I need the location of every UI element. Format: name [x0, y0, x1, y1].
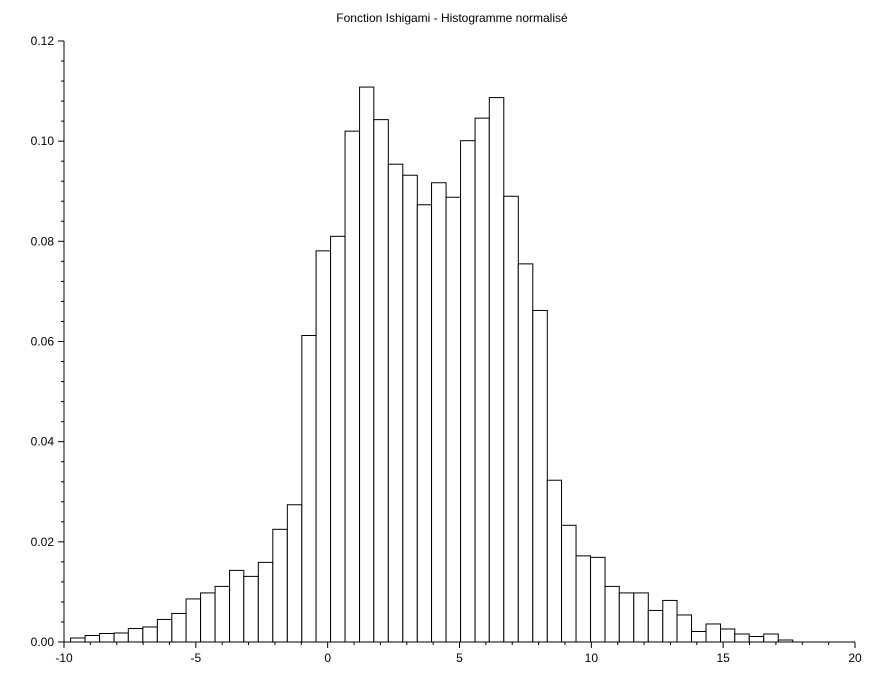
histogram-bar — [546, 479, 563, 643]
histogram-bar — [532, 309, 548, 643]
histogram-bar — [359, 86, 375, 643]
histogram-bar — [575, 555, 592, 643]
histogram-bar — [633, 592, 649, 643]
histogram-bar — [315, 250, 332, 643]
histogram-bar — [373, 119, 389, 643]
histogram-bar — [301, 334, 317, 643]
x-tick-label: -10 — [55, 651, 73, 665]
histogram-bar — [647, 609, 664, 643]
x-tick-label: 5 — [456, 651, 463, 665]
histogram-bar — [229, 569, 245, 643]
histogram-bar — [200, 592, 216, 643]
histogram-bar — [257, 561, 274, 643]
histogram-bar — [416, 204, 433, 643]
x-tick-label: 15 — [716, 651, 730, 665]
histogram-bar — [156, 618, 173, 643]
x-tick-label: 10 — [585, 651, 599, 665]
histogram-bar — [330, 235, 346, 643]
histogram-bar — [185, 598, 202, 643]
y-tick-label: 0.00 — [31, 635, 55, 649]
y-tick-label: 0.12 — [31, 34, 55, 48]
histogram-bar — [272, 528, 288, 643]
histogram-bar — [618, 592, 635, 643]
histogram-bar — [691, 630, 707, 643]
histogram-bar — [243, 575, 259, 643]
histogram-bar — [142, 626, 158, 643]
y-tick-label: 0.08 — [31, 234, 55, 248]
x-tick-label: -5 — [190, 651, 201, 665]
bars-group — [70, 86, 794, 643]
histogram-bar — [84, 634, 101, 643]
y-tick-label: 0.02 — [31, 535, 55, 549]
histogram-bar — [127, 627, 144, 643]
histogram-bar — [344, 130, 361, 643]
axes-group: -10 -5 0 5 10 15 20 0.00 0.02 0.04 0.06 0.08 0.10 0.1… — [31, 34, 862, 665]
y-tick-label: 0.06 — [31, 335, 55, 349]
histogram-bar — [561, 524, 577, 643]
histogram-bar — [604, 585, 620, 643]
histogram-bar — [748, 635, 765, 643]
histogram-bar — [113, 632, 129, 643]
histogram-bar — [402, 174, 418, 643]
histogram-bar — [705, 623, 722, 643]
histogram-bar — [662, 599, 678, 643]
histogram-bar — [387, 163, 404, 643]
histogram-bar — [431, 182, 447, 643]
histogram-bar — [720, 628, 736, 643]
histogram-bar — [590, 556, 606, 643]
histogram-bar — [763, 633, 779, 643]
histogram-bar — [503, 195, 519, 643]
histogram-bar — [488, 97, 505, 643]
histogram-bar — [676, 614, 693, 643]
histogram-bar — [214, 585, 231, 643]
x-tick-label: 0 — [324, 651, 331, 665]
histogram-bar — [286, 504, 303, 643]
histogram-bar — [171, 612, 187, 643]
histogram-bar — [460, 140, 476, 643]
histogram-bar — [99, 632, 115, 643]
x-tick-label: 20 — [848, 651, 862, 665]
histogram-bar — [70, 637, 86, 643]
histogram-bar — [445, 196, 462, 643]
histogram-bar — [517, 263, 534, 643]
y-tick-label: 0.10 — [31, 134, 55, 148]
histogram-bar — [734, 633, 750, 643]
histogram-bar — [474, 117, 490, 643]
chart-title: Fonction Ishigami - Histogramme normalis… — [336, 11, 568, 25]
y-tick-label: 0.04 — [31, 435, 55, 449]
